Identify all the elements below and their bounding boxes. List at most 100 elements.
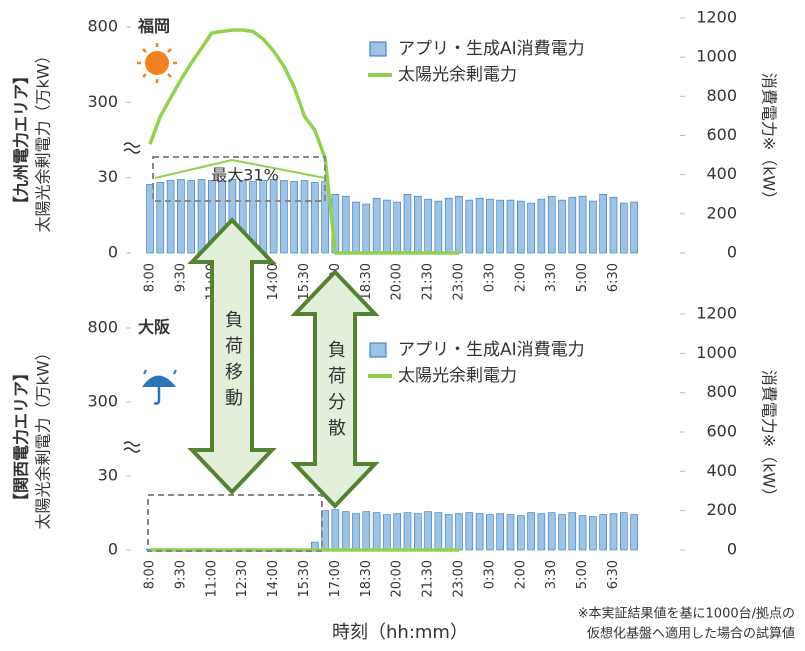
- y2-tick-label: 400: [706, 461, 737, 480]
- city-label: 福岡: [137, 17, 170, 36]
- footnote: 仮想化基盤へ適用した場合の試算値: [587, 626, 795, 642]
- bar: [496, 513, 505, 551]
- bar: [630, 514, 638, 551]
- bar: [362, 511, 371, 551]
- bar: [527, 512, 535, 551]
- legend-swatch: [369, 41, 387, 57]
- bar: [187, 180, 195, 254]
- y-tick-label: 30: [98, 466, 118, 485]
- y2-axis-title: 消費電力※（kW）: [760, 73, 779, 208]
- bar: [486, 514, 494, 551]
- y2-axis-title: 消費電力※（kW）: [760, 370, 779, 505]
- bar: [177, 179, 185, 254]
- area-label: 【関西電力エリア】: [12, 365, 31, 509]
- bar: [547, 512, 556, 551]
- y2-tick-label: 1200: [696, 304, 737, 323]
- bar: [516, 200, 525, 254]
- bar: [465, 512, 474, 551]
- bar: [547, 195, 556, 254]
- highlight-box: [152, 156, 326, 202]
- bar: [516, 515, 525, 551]
- bar: [383, 514, 391, 551]
- bar: [280, 180, 288, 254]
- axis-break: [123, 142, 141, 154]
- legend-label: 太陽光余剰電力: [398, 65, 517, 85]
- bar: [166, 180, 175, 254]
- bar: [424, 198, 432, 254]
- bar: [352, 201, 360, 254]
- bar: [589, 200, 597, 254]
- bar: [496, 199, 505, 254]
- y-tick-label: 0: [108, 243, 118, 262]
- y2-tick-label: 200: [706, 203, 737, 222]
- bar: [403, 512, 412, 551]
- y2-tick-label: 600: [706, 422, 737, 441]
- bar: [506, 199, 515, 254]
- bar: [362, 203, 371, 254]
- city-label: 大阪: [138, 318, 171, 337]
- y2-tick-label: 0: [727, 243, 737, 262]
- x-tick-label: 11:00: [204, 560, 219, 597]
- y2-tick-label: 600: [706, 125, 737, 144]
- bar: [300, 180, 309, 254]
- y2-tick-label: 800: [706, 382, 737, 401]
- bar: [321, 181, 329, 254]
- x-tick-label: 3:30: [544, 560, 559, 589]
- y2-tick-label: 400: [706, 164, 737, 183]
- legend-label: 太陽光余剰電力: [398, 366, 517, 386]
- bar: [506, 514, 515, 551]
- bar: [352, 513, 360, 551]
- x-tick-label: 0:30: [482, 560, 497, 589]
- bar: [413, 195, 422, 254]
- bar: [578, 195, 587, 254]
- y2-tick-label: 200: [706, 500, 737, 519]
- bar: [413, 513, 422, 551]
- bar: [589, 516, 597, 551]
- bar: [341, 195, 350, 254]
- bar: [609, 196, 618, 254]
- y2-tick-label: 0: [727, 540, 737, 559]
- y-tick-label: 300: [87, 92, 118, 111]
- footnote: ※本実証結果値を基に1000台/拠点の: [578, 606, 795, 622]
- annotation: 最大31%: [211, 166, 279, 185]
- bar: [465, 199, 474, 254]
- legend-swatch: [369, 342, 387, 358]
- highlight-box: [147, 494, 323, 552]
- bar: [558, 199, 566, 254]
- x-axis-title: 時刻（hh:mm）: [332, 622, 468, 643]
- arrow: [187, 217, 277, 495]
- bar: [444, 514, 453, 551]
- bar: [527, 202, 535, 254]
- bar: [331, 509, 340, 551]
- arrow-label: 負荷分散: [325, 340, 346, 444]
- legend-label: アプリ・生成AI消費電力: [398, 340, 585, 360]
- x-tick-label: 8:00: [143, 560, 158, 589]
- bar: [383, 199, 391, 254]
- bar: [537, 513, 546, 551]
- bar: [290, 181, 299, 254]
- x-tick-label: 5:00: [575, 560, 590, 589]
- y-tick-label: 0: [108, 540, 118, 559]
- bar: [269, 179, 278, 254]
- bar: [578, 515, 587, 551]
- x-tick-label: 23:00: [452, 263, 467, 300]
- x-tick-label: 14:00: [266, 263, 281, 300]
- axis-break: [123, 441, 141, 453]
- y-tick-label: 800: [87, 318, 118, 337]
- bar: [609, 513, 618, 551]
- y-axis-title: 太陽光余剰電力（万kW）: [34, 47, 53, 232]
- x-tick-label: 6:30: [606, 263, 621, 292]
- bar: [599, 514, 608, 551]
- x-tick-label: 9:30: [173, 263, 188, 292]
- plot: 030300800020040060080010001200【九州電力エリア】太…: [12, 8, 779, 301]
- y-tick-label: 30: [98, 167, 118, 186]
- sun-icon: [137, 43, 177, 83]
- bar: [146, 184, 154, 254]
- bar: [568, 512, 577, 551]
- bar: [434, 512, 443, 551]
- x-tick-label: 9:30: [173, 560, 188, 589]
- x-tick-label: 6:30: [606, 560, 621, 589]
- area-label: 【九州電力エリア】: [12, 68, 31, 212]
